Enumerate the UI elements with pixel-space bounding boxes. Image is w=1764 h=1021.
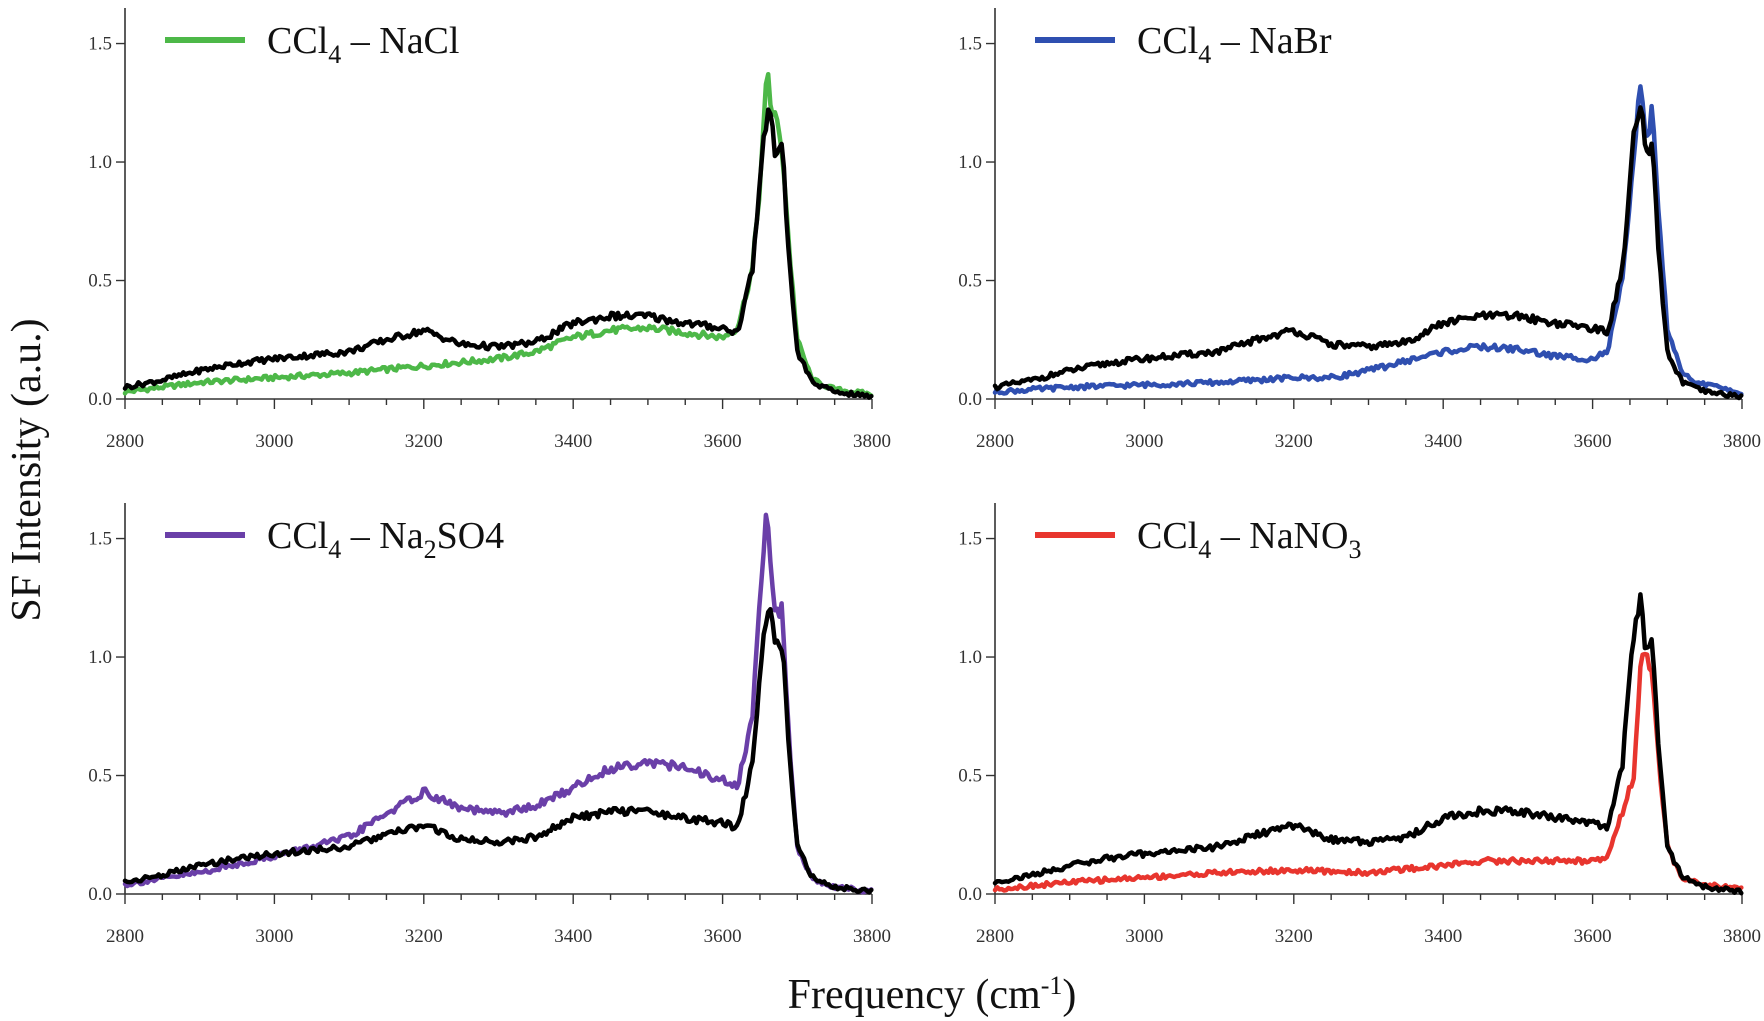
legend-salt: NaBr bbox=[1249, 20, 1332, 62]
x-tick-label: 3000 bbox=[1125, 926, 1163, 947]
y-tick-label: 0.0 bbox=[88, 884, 112, 905]
x-tick-label: 3400 bbox=[1424, 926, 1462, 947]
series-line-reference bbox=[122, 606, 874, 895]
y-tick-label: 1.0 bbox=[88, 152, 112, 173]
y-tick-label: 1.5 bbox=[88, 529, 112, 550]
legend-tail: SO4 bbox=[437, 515, 505, 557]
legend-dash: – bbox=[341, 20, 379, 62]
panel-na2so4: 0.0 0.5 1.0 1.5 2800 3000 3200 3400 3600 3800 CCl4… bbox=[88, 503, 891, 947]
x-tick-label: 3800 bbox=[1723, 926, 1761, 947]
x-tick-label: 3000 bbox=[255, 926, 293, 947]
x-axis-title-superscript: -1 bbox=[1041, 971, 1063, 1000]
x-tick-label: 2800 bbox=[106, 926, 144, 947]
legend-dash: – bbox=[1211, 20, 1249, 62]
legend-salt: Na bbox=[379, 515, 423, 557]
y-tick-label: 0.5 bbox=[958, 766, 982, 787]
legend-prefix: CCl bbox=[267, 20, 328, 62]
y-tick-label: 0.0 bbox=[958, 884, 982, 905]
legend-sub1: 4 bbox=[1198, 40, 1211, 69]
x-tick-label: 3400 bbox=[554, 926, 592, 947]
legend-sub1: 4 bbox=[328, 40, 341, 69]
y-tick-label: 0.0 bbox=[958, 389, 982, 410]
x-axis-title-close: ) bbox=[1062, 972, 1076, 1018]
legend-sub2: 3 bbox=[1348, 535, 1361, 564]
series-line-reference bbox=[992, 105, 1744, 401]
series-line-na2so4 bbox=[122, 512, 874, 895]
y-tick-label: 1.5 bbox=[88, 34, 112, 55]
x-tick-label: 3200 bbox=[405, 926, 443, 947]
x-tick-label: 3800 bbox=[853, 431, 891, 452]
y-tick-label: 0.5 bbox=[958, 271, 982, 292]
x-tick-label: 3600 bbox=[1574, 926, 1612, 947]
series-line-reference bbox=[122, 107, 874, 400]
legend-sub1: 4 bbox=[1198, 535, 1211, 564]
x-tick-label: 3200 bbox=[405, 431, 443, 452]
y-tick-label: 0.5 bbox=[88, 271, 112, 292]
x-tick-label: 3800 bbox=[853, 926, 891, 947]
y-tick-label: 0.0 bbox=[88, 389, 112, 410]
legend-dash: – bbox=[341, 515, 379, 557]
x-axis-title-main: Frequency (cm bbox=[788, 972, 1041, 1018]
legend-prefix: CCl bbox=[267, 515, 328, 557]
y-axis-title: SF Intensity (a.u.) bbox=[4, 318, 50, 621]
panel-nabr: 0.0 0.5 1.0 1.5 2800 3000 3200 3400 3600 3800 CCl4… bbox=[958, 8, 1761, 452]
series-line-nano3 bbox=[992, 651, 1744, 893]
x-tick-label: 2800 bbox=[106, 431, 144, 452]
x-tick-label: 3400 bbox=[1424, 431, 1462, 452]
legend-salt: NaCl bbox=[379, 20, 459, 62]
legend-salt: NaNO bbox=[1249, 515, 1348, 557]
legend-label: CCl4 – Na2SO4 bbox=[267, 515, 504, 564]
legend-label: CCl4 – NaBr bbox=[1137, 20, 1332, 69]
y-tick-label: 0.5 bbox=[88, 766, 112, 787]
y-tick-label: 1.0 bbox=[958, 152, 982, 173]
series-line-nabr bbox=[992, 84, 1744, 397]
x-tick-label: 3000 bbox=[1125, 431, 1163, 452]
x-tick-label: 3800 bbox=[1723, 431, 1761, 452]
x-axis-title: Frequency (cm-1) bbox=[788, 971, 1077, 1018]
legend-label: CCl4 – NaCl bbox=[267, 20, 459, 69]
x-tick-label: 3400 bbox=[554, 431, 592, 452]
x-tick-label: 3600 bbox=[704, 926, 742, 947]
x-tick-label: 2800 bbox=[976, 926, 1014, 947]
x-tick-label: 2800 bbox=[976, 431, 1014, 452]
legend-dash: – bbox=[1211, 515, 1249, 557]
y-tick-label: 1.0 bbox=[958, 647, 982, 668]
panel-nacl: 0.0 0.5 1.0 1.5 2800 3000 3200 3400 3600 3800 CCl4… bbox=[88, 8, 891, 452]
series-line-reference bbox=[992, 592, 1744, 896]
legend-prefix: CCl bbox=[1137, 515, 1198, 557]
y-tick-label: 1.0 bbox=[88, 647, 112, 668]
y-tick-label: 1.5 bbox=[958, 529, 982, 550]
x-tick-label: 3600 bbox=[704, 431, 742, 452]
legend-sub2: 2 bbox=[424, 535, 437, 564]
legend-sub1: 4 bbox=[328, 535, 341, 564]
x-tick-label: 3200 bbox=[1275, 926, 1313, 947]
x-tick-label: 3600 bbox=[1574, 431, 1612, 452]
y-tick-label: 1.5 bbox=[958, 34, 982, 55]
panel-nano3: 0.0 0.5 1.0 1.5 2800 3000 3200 3400 3600 3800 CCl4… bbox=[958, 503, 1761, 947]
x-tick-label: 3000 bbox=[255, 431, 293, 452]
legend-prefix: CCl bbox=[1137, 20, 1198, 62]
legend-label: CCl4 – NaNO3 bbox=[1137, 515, 1361, 564]
x-tick-label: 3200 bbox=[1275, 431, 1313, 452]
